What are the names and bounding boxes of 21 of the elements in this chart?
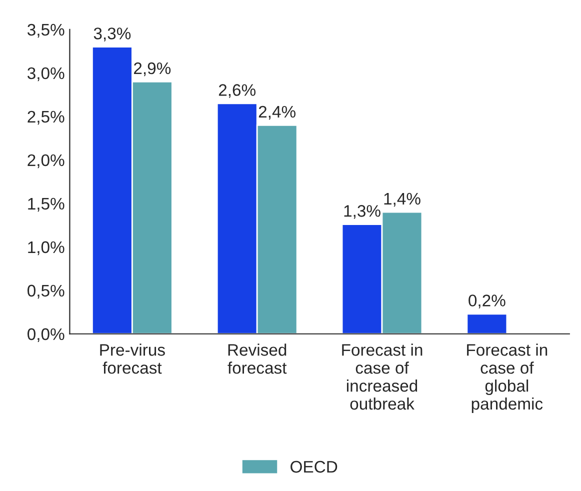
x-tick-label: Pre-virus forecast	[100, 344, 165, 374]
data-label: 2,6%	[218, 84, 256, 98]
y-tick-label: 0,5%	[28, 284, 64, 299]
data-label: 2,4%	[258, 106, 296, 120]
y-tick-label: 3,0%	[28, 67, 64, 82]
y-tick-label: 1,0%	[28, 241, 64, 256]
data-label: 1,4%	[384, 192, 420, 207]
x-tick-label: Revised forecast	[228, 344, 287, 374]
y-tick-label: 0,0%	[28, 328, 64, 342]
data-label: 3,3%	[94, 28, 131, 42]
data-label: 2,9%	[134, 62, 171, 76]
y-tick-label: 1,5%	[28, 198, 64, 212]
y-tick-label: 3,5%	[28, 24, 64, 38]
data-label: 1,3%	[344, 205, 380, 219]
x-tick-label: Forecast in case of increased outbreak	[342, 344, 422, 410]
legend-label: OECD	[290, 460, 338, 473]
x-tick-label: Forecast in case of global pandemic	[467, 344, 548, 413]
y-tick-label: 2,5%	[28, 110, 64, 125]
data-label: 0,2%	[468, 294, 506, 308]
y-tick-label: 2,0%	[28, 154, 64, 168]
bar	[466, 313, 508, 334]
